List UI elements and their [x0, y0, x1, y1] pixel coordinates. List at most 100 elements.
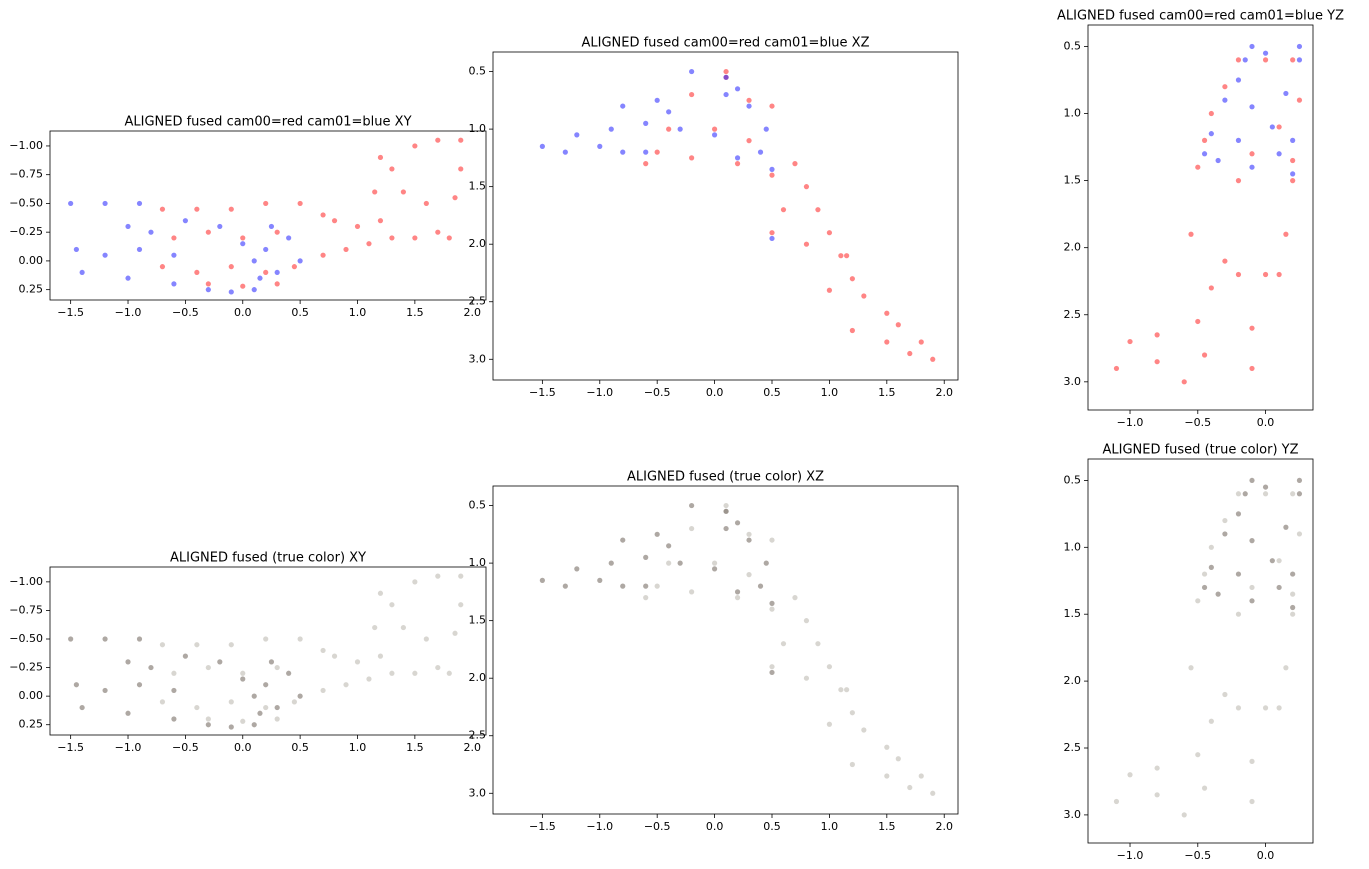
point	[1113, 365, 1120, 372]
point	[228, 289, 234, 295]
x-tick-label: −1.0	[115, 306, 142, 319]
point	[930, 790, 936, 796]
point	[400, 189, 406, 195]
point	[654, 97, 660, 103]
point	[574, 132, 580, 138]
point	[1208, 544, 1214, 550]
point	[826, 721, 833, 727]
point	[1296, 491, 1303, 497]
point	[654, 149, 660, 155]
point	[1249, 584, 1255, 591]
x-tick-label: 0.5	[763, 820, 781, 833]
y-tick-label: 0.5	[1064, 39, 1082, 52]
x-tick-label: −1.0	[586, 386, 613, 399]
point	[1249, 365, 1255, 372]
point	[1181, 812, 1187, 818]
point	[240, 235, 246, 241]
point	[263, 269, 269, 276]
point	[1235, 571, 1242, 577]
point	[1222, 258, 1228, 264]
y-tick-label: 0.5	[1064, 473, 1082, 486]
point	[377, 653, 384, 659]
point	[435, 229, 441, 235]
chart-title: ALIGNED fused (true color) XY	[170, 551, 366, 566]
point	[849, 327, 855, 334]
point	[746, 138, 752, 144]
point	[159, 699, 166, 705]
point	[780, 641, 787, 647]
point	[372, 624, 378, 631]
point	[643, 120, 649, 126]
x-tick-label: −1.5	[529, 386, 556, 399]
point	[643, 554, 649, 560]
point	[1296, 97, 1303, 103]
point	[263, 200, 269, 207]
point	[1235, 57, 1242, 63]
point	[205, 281, 211, 287]
point	[1195, 318, 1201, 325]
x-tick-label: 0.0	[706, 820, 724, 833]
point	[263, 704, 269, 711]
point	[838, 687, 844, 693]
point	[102, 636, 108, 642]
point	[1290, 157, 1296, 164]
x-tick-label: 2.0	[463, 306, 481, 319]
point	[1242, 491, 1248, 497]
point	[159, 206, 166, 212]
point	[849, 710, 855, 716]
point	[1201, 137, 1208, 143]
point	[666, 543, 672, 549]
point	[597, 577, 603, 583]
point	[1290, 57, 1296, 63]
point	[769, 664, 775, 670]
point	[763, 126, 769, 132]
point	[1201, 571, 1208, 577]
point	[1188, 231, 1194, 237]
point	[458, 166, 464, 172]
point	[815, 207, 821, 213]
point	[1269, 558, 1275, 564]
point	[620, 583, 626, 589]
point	[68, 200, 74, 207]
point	[125, 710, 131, 716]
point	[815, 641, 821, 647]
y-tick-label: 3.0	[1064, 375, 1082, 388]
point	[1296, 477, 1303, 484]
y-tick-label: 0.00	[19, 689, 44, 702]
point	[73, 682, 79, 688]
point	[1208, 285, 1214, 291]
point	[1276, 124, 1282, 130]
point	[769, 230, 775, 236]
point	[412, 670, 418, 676]
point	[1201, 151, 1208, 157]
point	[171, 670, 177, 676]
axes-frame	[49, 566, 487, 736]
point	[412, 579, 418, 585]
point	[68, 636, 74, 642]
point	[423, 636, 429, 642]
x-tick-label: −1.0	[1117, 416, 1144, 429]
point	[826, 664, 833, 670]
point	[423, 200, 429, 207]
point	[803, 241, 810, 247]
point	[763, 560, 769, 566]
point	[666, 109, 672, 115]
y-tick-label: 1.5	[469, 180, 487, 193]
point	[1283, 231, 1289, 237]
point	[907, 350, 913, 357]
point	[343, 246, 349, 253]
point	[240, 676, 246, 682]
point	[1290, 491, 1296, 497]
point	[1208, 718, 1214, 724]
y-tick-label: 1.0	[469, 556, 487, 569]
point	[1195, 752, 1201, 758]
point	[734, 595, 741, 601]
point	[620, 149, 626, 155]
point	[257, 710, 263, 716]
point	[1283, 90, 1289, 97]
point	[286, 235, 292, 241]
point	[1222, 97, 1228, 103]
x-tick-label: 0.0	[1257, 416, 1275, 429]
x-tick-label: 1.5	[878, 820, 896, 833]
point	[194, 704, 200, 711]
